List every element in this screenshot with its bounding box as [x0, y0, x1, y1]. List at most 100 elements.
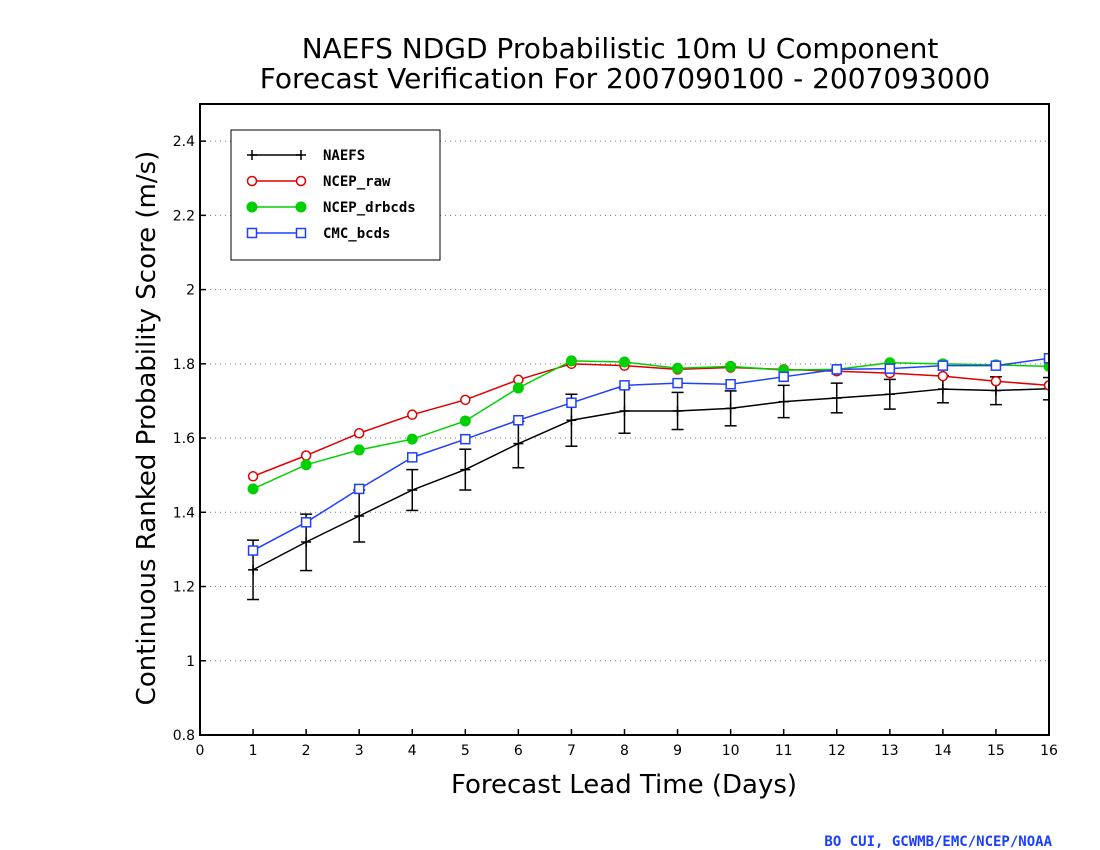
data-point-naefs — [937, 384, 948, 395]
data-point-naefs — [460, 464, 471, 475]
legend-item-cmc-bcds: CMC_bcds — [246, 226, 390, 242]
data-point-ncep-drbcds — [353, 444, 365, 456]
legend-marker-end — [295, 201, 307, 213]
x-tick-label: 5 — [461, 743, 470, 759]
x-tick-label: 9 — [673, 743, 682, 759]
data-point-cmc-bcds — [566, 397, 577, 409]
data-point-naefs — [672, 405, 683, 416]
y-tick-label: 0.8 — [173, 728, 195, 744]
data-point-ncep-drbcds — [619, 356, 630, 368]
data-point-naefs — [301, 536, 312, 547]
y-tick-label: 1.8 — [173, 357, 195, 373]
legend-label-cmc-bcds: CMC_bcds — [323, 226, 390, 242]
x-tick-label: 1 — [249, 743, 258, 759]
series-line-ncep-raw — [252, 363, 1049, 477]
data-point-naefs — [248, 564, 259, 575]
data-point-cmc-bcds — [247, 545, 259, 556]
data-point-naefs — [407, 485, 418, 496]
y-tick-label: 1 — [186, 654, 195, 670]
data-point-cmc-bcds — [831, 364, 842, 375]
data-point-cmc-bcds — [513, 414, 524, 426]
data-point-naefs — [619, 405, 630, 416]
y-axis-title: Continuous Ranked Probability Score (m/s… — [132, 151, 162, 706]
data-point-ncep-drbcds — [725, 360, 737, 372]
data-point-ncep-raw — [1043, 380, 1049, 391]
x-tick-label: 0 — [196, 743, 205, 759]
legend-marker-start — [246, 201, 258, 213]
legend-item-naefs: NAEFS — [247, 148, 365, 164]
legend-box — [230, 129, 441, 261]
chart-title-line-2: Forecast Verification For 2007090100 - 2… — [260, 62, 990, 95]
legend-marker-start — [246, 227, 258, 239]
data-point-cmc-bcds — [884, 363, 896, 374]
data-point-cmc-bcds — [300, 517, 312, 528]
y-tick-label: 1.6 — [173, 431, 195, 447]
x-tick-label: 12 — [828, 743, 846, 759]
legend-marker-end — [295, 227, 307, 239]
legend-marker-start — [246, 175, 258, 187]
x-tick-label: 7 — [567, 743, 576, 759]
series-line-ncep-drbcds — [252, 360, 1049, 490]
data-point-ncep-drbcds — [565, 355, 577, 367]
data-point-ncep-raw — [407, 409, 418, 420]
x-tick-label: 3 — [355, 743, 364, 759]
plot-frame — [199, 103, 1050, 736]
data-point-naefs — [354, 511, 365, 522]
series-line-cmc-bcds — [252, 357, 1049, 552]
chart-title-line-1: NAEFS NDGD Probabilistic 10m U Component — [302, 32, 939, 65]
data-point-ncep-raw — [353, 427, 365, 439]
data-point-naefs — [778, 396, 789, 407]
series-line-naefs — [252, 387, 1049, 571]
data-point-ncep-drbcds — [300, 459, 312, 471]
x-tick-label: 11 — [775, 743, 793, 759]
data-point-cmc-bcds — [407, 452, 418, 463]
series-cmc-bcds — [247, 353, 1049, 556]
data-point-ncep-drbcds — [247, 483, 259, 495]
data-point-cmc-bcds — [672, 377, 683, 389]
data-point-naefs — [566, 415, 577, 426]
x-tick-label: 6 — [514, 743, 523, 759]
x-tick-label: 14 — [934, 743, 952, 759]
data-point-naefs — [884, 389, 895, 400]
data-point-cmc-bcds — [990, 360, 1002, 371]
x-tick-label: 16 — [1040, 743, 1058, 759]
data-point-ncep-drbcds — [512, 382, 524, 394]
data-point-ncep-raw — [937, 370, 949, 382]
legend-marker-end — [295, 175, 307, 187]
legend-item-ncep-raw: NCEP_raw — [246, 174, 391, 190]
y-tick-label: 2.2 — [173, 208, 195, 224]
series-naefs — [247, 374, 1049, 601]
data-point-cmc-bcds — [619, 380, 630, 391]
x-tick-label: 10 — [722, 743, 740, 759]
data-point-ncep-drbcds — [459, 415, 471, 427]
y-tick-label: 1.2 — [173, 580, 195, 596]
series-ncep-drbcds — [247, 355, 1049, 495]
data-point-ncep-drbcds — [406, 433, 418, 445]
series-ncep-raw — [247, 358, 1049, 482]
data-point-cmc-bcds — [460, 433, 471, 445]
data-point-naefs — [831, 392, 842, 403]
data-point-ncep-raw — [300, 450, 312, 461]
data-point-naefs — [725, 403, 736, 414]
data-point-cmc-bcds — [353, 483, 365, 495]
legend-label-naefs: NAEFS — [323, 148, 365, 164]
x-tick-label: 13 — [881, 743, 899, 759]
error-bar-naefs — [1043, 376, 1049, 401]
legend-marker-start — [247, 150, 257, 160]
data-point-cmc-bcds — [725, 378, 736, 390]
data-point-naefs — [990, 385, 1001, 396]
legend-marker-end — [296, 150, 306, 160]
data-point-ncep-raw — [990, 376, 1002, 387]
x-tick-label: 2 — [302, 743, 311, 759]
credit-text: BO CUI, GCWMB/EMC/NCEP/NOAA — [824, 834, 1052, 850]
data-point-cmc-bcds — [1043, 353, 1049, 364]
x-tick-label: 8 — [620, 743, 629, 759]
data-point-cmc-bcds — [937, 360, 949, 371]
data-point-naefs — [513, 438, 524, 449]
x-tick-label: 4 — [408, 743, 417, 759]
legend-item-ncep-drbcds: NCEP_drbcds — [246, 200, 416, 216]
y-tick-label: 1.4 — [173, 505, 195, 521]
y-tick-label: 2.4 — [173, 134, 195, 150]
data-point-ncep-drbcds — [672, 362, 684, 374]
